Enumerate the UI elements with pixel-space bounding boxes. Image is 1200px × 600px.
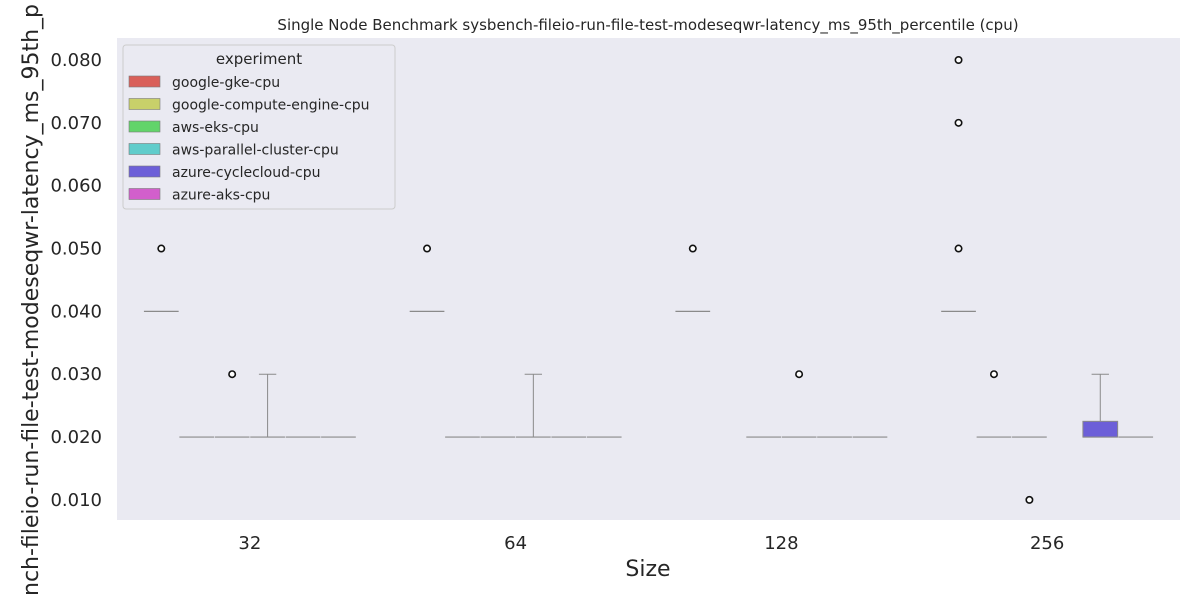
outlier-point (1025, 495, 1034, 504)
outlier-point (954, 55, 963, 64)
legend-swatch (128, 165, 161, 178)
x-tick-label: 256 (1030, 533, 1064, 554)
outlier-point (954, 118, 963, 127)
y-axis-ticks: 0.010 0.020 0.030 0.040 0.050 0.060 0.070 0.080 (50, 50, 102, 511)
chart-title: Single Node Benchmark sysbench-fileio-ru… (277, 16, 1018, 35)
y-tick-label: 0.010 (50, 490, 102, 511)
outlier-point (688, 244, 697, 253)
y-tick-label: 0.050 (50, 239, 102, 260)
outlier-point (228, 370, 237, 379)
legend-swatch (128, 188, 161, 200)
x-tick-label: 32 (238, 533, 261, 554)
x-tick-label: 128 (764, 533, 798, 554)
y-tick-label: 0.020 (50, 427, 102, 448)
y-axis-title: nch-fileio-run-file-test-modeseqwr-laten… (19, 4, 44, 596)
legend: experiment google-gke-cpu google-compute-… (122, 44, 396, 210)
y-tick-label: 0.030 (50, 364, 102, 385)
box-body (1082, 420, 1119, 438)
legend-swatch (128, 120, 161, 133)
legend-label: aws-eks-cpu (172, 120, 259, 136)
outlier-point (989, 370, 998, 379)
y-tick-label: 0.060 (50, 176, 102, 197)
legend-label: google-compute-engine-cpu (172, 98, 370, 114)
legend-swatch (128, 143, 161, 155)
legend-label: azure-aks-cpu (172, 188, 270, 204)
y-tick-label: 0.080 (50, 50, 102, 71)
legend-entries: google-gke-cpu google-compute-engine-cpu a… (128, 75, 370, 204)
legend-label: azure-cyclecloud-cpu (172, 165, 321, 181)
x-axis-title: Size (625, 557, 670, 582)
legend-label: aws-parallel-cluster-cpu (172, 143, 339, 159)
legend-title: experiment (216, 50, 302, 68)
outlier-point (423, 244, 432, 253)
legend-swatch (128, 98, 161, 110)
x-tick-label: 64 (504, 533, 527, 554)
legend-label: google-gke-cpu (172, 75, 280, 91)
x-axis-ticks: 32 64 128 256 (238, 533, 1064, 554)
y-tick-label: 0.040 (50, 301, 102, 322)
legend-frame (122, 44, 396, 210)
legend-swatch (128, 75, 161, 88)
box-marks (143, 55, 1154, 504)
outlier-point (157, 244, 166, 253)
y-tick-label: 0.070 (50, 113, 102, 134)
outlier-point (954, 244, 963, 253)
outlier-point (795, 370, 804, 379)
